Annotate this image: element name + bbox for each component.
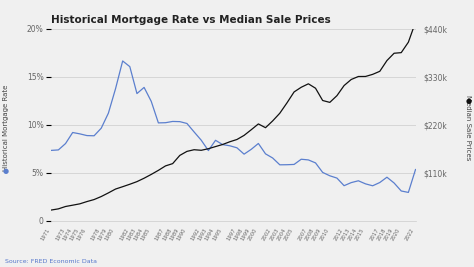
- Text: Historical Mortgage Rate: Historical Mortgage Rate: [3, 85, 9, 171]
- Text: Historical Mortgage Rate vs Median Sale Prices: Historical Mortgage Rate vs Median Sale …: [51, 15, 331, 25]
- Text: Source: FRED Economic Data: Source: FRED Economic Data: [5, 259, 97, 264]
- Text: ●: ●: [465, 99, 471, 104]
- Text: ●: ●: [3, 168, 9, 174]
- Text: Median Sale Prices: Median Sale Prices: [465, 96, 471, 161]
